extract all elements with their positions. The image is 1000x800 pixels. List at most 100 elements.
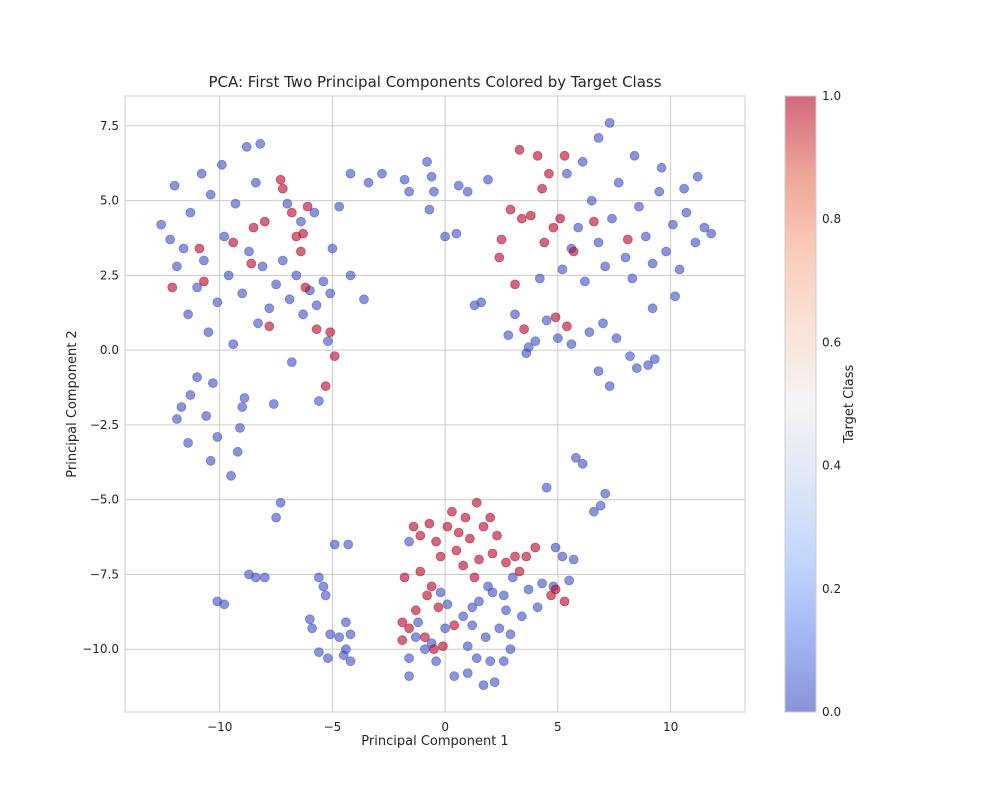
scatter-point-class-0	[257, 261, 268, 272]
scatter-point-class-0	[228, 339, 239, 350]
scatter-point-class-0	[216, 159, 227, 170]
scatter-point-class-0	[498, 656, 509, 667]
scatter-point-class-1	[464, 533, 475, 544]
scatter-point-class-1	[544, 168, 554, 179]
scatter-point-class-1	[302, 201, 313, 212]
scatter-point-class-0	[625, 351, 635, 362]
scatter-point-class-0	[501, 605, 511, 616]
scatter-point-class-1	[453, 527, 464, 538]
scatter-point-class-1	[510, 551, 520, 562]
scatter-point-class-0	[295, 216, 306, 227]
scatter-point-class-0	[241, 141, 252, 152]
scatter-point-class-1	[295, 246, 306, 257]
scatter-point-class-0	[647, 303, 658, 314]
scatter-point-class-0	[404, 653, 415, 664]
scatter-point-class-1	[277, 183, 288, 194]
scatter-point-class-0	[343, 539, 354, 550]
scatter-point-class-0	[185, 207, 196, 218]
scatter-point-class-0	[232, 446, 243, 457]
scatter-point-class-0	[440, 623, 451, 634]
scatter-point-class-0	[449, 671, 460, 681]
scatter-point-class-1	[259, 216, 270, 227]
scatter-point-class-1	[501, 557, 511, 568]
scatter-point-class-0	[410, 632, 421, 643]
y-tick-label: 7.5	[100, 119, 119, 133]
scatter-point-class-1	[311, 324, 322, 335]
y-tick-label: −7.5	[90, 567, 119, 581]
scatter-point-class-0	[399, 174, 410, 185]
scatter-point-class-0	[207, 378, 218, 389]
scatter-point-class-1	[329, 351, 340, 362]
scatter-point-class-0	[577, 156, 588, 167]
scatter-point-class-0	[235, 422, 245, 433]
scatter-point-class-0	[699, 222, 710, 233]
scatter-point-class-0	[259, 572, 270, 583]
scatter-point-class-0	[654, 186, 665, 197]
scatter-point-class-0	[442, 599, 453, 610]
scatter-point-class-0	[580, 276, 590, 287]
scatter-point-class-0	[589, 506, 599, 517]
grid-lines	[125, 96, 745, 712]
scatter-point-class-0	[345, 270, 356, 281]
scatter-point-class-0	[165, 234, 176, 245]
scatter-point-class-0	[219, 599, 230, 610]
scatter-point-class-1	[519, 324, 529, 335]
scatter-point-class-0	[275, 497, 286, 508]
scatter-point-class-1	[431, 536, 442, 547]
scatter-point-class-1	[320, 381, 331, 392]
scatter-point-class-0	[334, 632, 345, 643]
scatter-point-class-1	[437, 641, 448, 652]
scatter-point-class-0	[627, 273, 638, 284]
scatter-point-class-0	[205, 189, 216, 200]
scatter-point-class-0	[183, 437, 194, 448]
scatter-point-class-1	[485, 512, 496, 523]
scatter-point-class-0	[156, 219, 167, 230]
scatter-point-class-0	[550, 542, 561, 553]
scatter-point-class-1	[446, 506, 457, 517]
scatter-point-class-0	[586, 195, 597, 206]
y-tick-label: 0.0	[100, 343, 119, 357]
scatter-point-class-0	[604, 118, 615, 128]
scatter-point-class-1	[530, 542, 541, 553]
scatter-point-class-1	[458, 560, 469, 571]
scatter-point-class-0	[334, 201, 345, 212]
scatter-point-class-0	[462, 668, 473, 678]
scatter-point-class-1	[442, 521, 453, 532]
colorbar-label: Target Class	[842, 365, 857, 445]
scatter-point-class-1	[435, 551, 446, 562]
scatter-point-class-0	[483, 581, 493, 592]
scatter-point-class-1	[408, 521, 419, 532]
scatter-point-class-0	[318, 581, 329, 592]
scatter-point-class-0	[309, 207, 320, 218]
scatter-point-class-0	[674, 264, 685, 275]
scatter-point-class-0	[413, 617, 424, 628]
scatter-point-class-1	[492, 530, 502, 541]
scatter-point-class-1	[471, 497, 482, 508]
scatter-point-class-0	[530, 336, 541, 347]
scatter-point-class-0	[428, 186, 439, 197]
scatter-point-class-1	[422, 590, 433, 601]
scatter-point-class-1	[521, 551, 532, 562]
scatter-point-class-0	[212, 431, 223, 442]
scatter-point-class-0	[474, 596, 484, 607]
scatter-point-class-1	[514, 566, 525, 577]
colorbar-gradient	[785, 96, 816, 712]
scatter-point-class-0	[656, 162, 667, 173]
scatter-point-class-0	[377, 168, 387, 179]
scatter-point-class-0	[404, 671, 415, 681]
scatter-point-class-1	[449, 620, 460, 631]
scatter-point-class-0	[510, 309, 520, 320]
scatter-point-class-0	[516, 611, 527, 622]
scatter-point-class-0	[489, 677, 500, 687]
scatter-point-class-1	[397, 635, 408, 646]
scatter-point-class-0	[318, 276, 329, 287]
scatter-point-class-0	[471, 653, 482, 664]
scatter-point-class-0	[304, 614, 315, 625]
scatter-point-class-0	[629, 150, 640, 161]
scatter-point-class-1	[487, 548, 498, 559]
scatter-point-class-1	[539, 237, 550, 248]
scatter-point-class-0	[322, 653, 333, 664]
scatter-point-class-0	[532, 602, 543, 613]
scatter-point-class-0	[435, 587, 446, 598]
scatter-point-class-0	[237, 288, 248, 299]
